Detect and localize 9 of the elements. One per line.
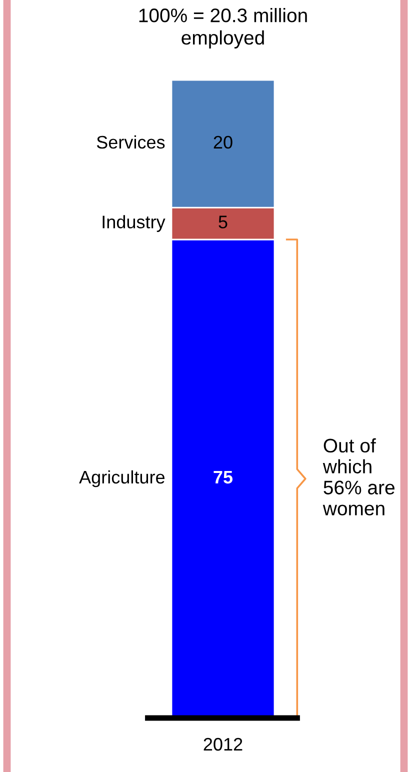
data-label: 5	[218, 216, 228, 228]
series-label: Services	[96, 135, 165, 149]
data-label: 75	[214, 470, 233, 484]
series-label: Industry	[102, 215, 166, 232]
series-label: Agriculture	[79, 470, 165, 488]
x-tick-label: 2012	[204, 738, 242, 751]
chart-title: 100% = 20.3 million employed	[139, 8, 307, 48]
text: Out of which 56% are women	[322, 438, 394, 516]
data-label: 20	[214, 136, 232, 149]
